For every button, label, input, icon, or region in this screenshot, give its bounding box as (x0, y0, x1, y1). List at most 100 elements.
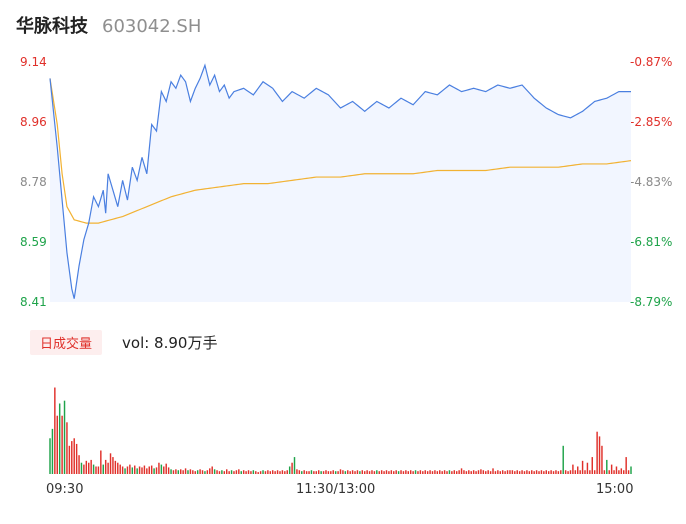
stock-code: 603042.SH (102, 16, 202, 37)
volume-bar (550, 470, 552, 474)
volume-bar (543, 471, 545, 474)
volume-bar (606, 459, 608, 474)
volume-bar (259, 471, 262, 474)
volume-bar (388, 471, 390, 474)
volume-bar (613, 470, 615, 474)
volume-bar (465, 471, 468, 474)
volume-bar (129, 464, 131, 474)
volume-bar (470, 471, 472, 474)
volume-bar (373, 471, 376, 474)
volume-bar (468, 470, 470, 474)
volume-bar (247, 470, 250, 474)
volume-bar (262, 470, 264, 474)
volume-bar (167, 467, 170, 474)
volume-bar (298, 470, 301, 474)
volume-bar (136, 468, 138, 474)
volume-bar (581, 460, 584, 474)
price-layer (49, 63, 632, 302)
volume-bar (400, 470, 402, 474)
volume-bar (199, 469, 201, 474)
volume-bar (407, 471, 410, 474)
volume-bar (114, 460, 117, 474)
volume-bar (540, 470, 543, 474)
volume-bar (303, 470, 305, 474)
volume-bar (267, 470, 269, 474)
volume-bar (627, 470, 630, 474)
volume-bar (620, 468, 623, 474)
volume-bar (516, 470, 518, 474)
volume-bar (187, 470, 189, 474)
volume-bar (475, 471, 477, 474)
volume-bar (163, 466, 165, 474)
volume-bar (228, 471, 230, 474)
volume-bar (351, 470, 354, 474)
volume-bar (293, 457, 296, 474)
volume-bar (448, 470, 451, 474)
volume-bar (485, 471, 487, 474)
volume-bar (492, 468, 494, 474)
volume-bar (240, 471, 242, 474)
volume-bar (560, 470, 562, 474)
volume-bar (160, 464, 163, 474)
volume-bar (557, 471, 560, 474)
volume-bar (315, 471, 318, 474)
volume-bar (264, 471, 267, 474)
volume-bar (148, 466, 150, 474)
volume-bar (419, 470, 422, 474)
volume-bar (257, 472, 259, 474)
volume-bar (603, 470, 606, 474)
volume-bar (226, 469, 228, 474)
volume-bar (313, 471, 315, 474)
volume-bar (569, 470, 572, 474)
volume-bar (78, 455, 80, 474)
volume-bar (216, 470, 218, 474)
volume-bar (213, 469, 216, 474)
volume-bar (54, 387, 56, 474)
volume-bar (572, 464, 574, 474)
volume-bar (451, 471, 453, 474)
volume-bar (58, 403, 61, 474)
volume-header: 日成交量 vol: 8.90万手 (30, 329, 218, 355)
volume-bar (376, 470, 378, 474)
volume-bar (455, 471, 458, 474)
volume-bar (305, 471, 308, 474)
volume-bar (424, 470, 426, 474)
volume-bar (97, 466, 100, 474)
volume-bar (526, 470, 528, 474)
price-label-0: 9.14 (20, 55, 47, 69)
volume-bar (504, 471, 506, 474)
volume-bar (107, 462, 109, 474)
volume-bar (618, 470, 620, 474)
volume-text: vol: 8.90万手 (122, 333, 218, 352)
volume-bar (458, 470, 460, 474)
volume-bar (150, 465, 153, 474)
volume-bar (301, 471, 303, 474)
volume-bar (586, 462, 589, 474)
volume-bar (245, 471, 247, 474)
pct-label-2: -4.83% (630, 175, 673, 189)
price-line (49, 63, 631, 299)
volume-bar (291, 462, 293, 474)
volume-bar (158, 462, 160, 474)
volume-bar (349, 471, 351, 474)
volume-bar (112, 457, 114, 474)
volume-bar (73, 438, 75, 474)
volume-layer (49, 387, 632, 474)
volume-bar (56, 415, 58, 474)
volume-bar (431, 471, 434, 474)
volume-bar (175, 469, 177, 474)
volume-bar (330, 471, 332, 474)
volume-bar (482, 470, 485, 474)
volume-bar (242, 470, 245, 474)
volume-bar (49, 438, 51, 474)
price-label-2: 8.78 (20, 175, 47, 189)
volume-bar (88, 462, 90, 474)
volume-bar (598, 436, 601, 474)
volume-bar (535, 470, 538, 474)
price-area (50, 65, 631, 302)
volume-bar (472, 470, 475, 474)
volume-bar (630, 466, 632, 474)
volume-bar (334, 471, 337, 474)
volume-bar (385, 470, 388, 474)
volume-bar (378, 471, 380, 474)
